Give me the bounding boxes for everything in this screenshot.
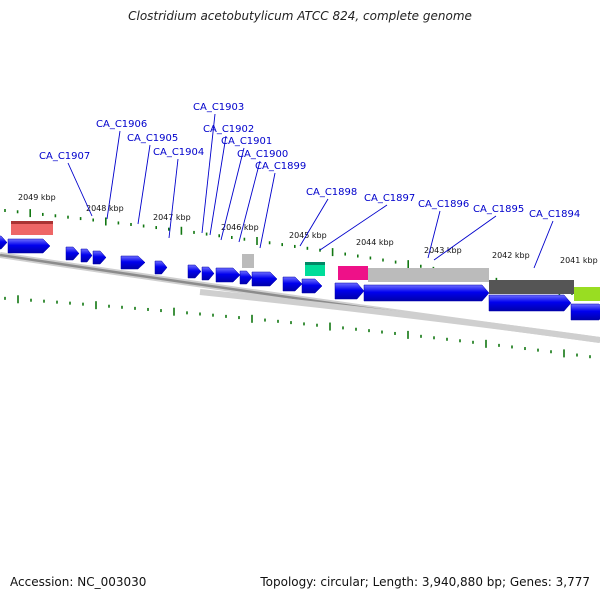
cds-arrow [92,250,107,265]
cds-arrow [570,303,600,321]
gene-label: CA_C1896 [418,199,469,210]
gene-leader-line [427,210,441,259]
cds-arrow [154,260,168,275]
kbp-label: 2047 kbp [153,213,191,222]
gene-leader-line [201,113,216,234]
kbp-label: 2041 kbp [560,256,598,265]
rrna-block-edge [11,221,53,224]
gene-leader-line [259,172,276,249]
gene-label: CA_C1899 [255,161,306,172]
gene-leader-line [137,144,151,225]
cds-arrow [251,271,278,287]
gene-leader-line [106,130,121,220]
gene-label-layer: CA_C1907 CA_C1906 CA_C1905 CA_C1904 CA_C1903… [39,102,580,269]
cds-arrow [488,294,572,312]
gene-label: CA_C1903 [193,102,244,113]
gene-label: CA_C1905 [127,133,178,144]
cds-arrow [201,266,215,281]
cds-arrow [239,270,253,285]
cds-arrow [215,267,241,283]
inner-tick-ring [4,295,591,359]
misc-feature-gray [368,268,489,282]
cds-arrow [334,282,365,300]
gene-label: CA_C1904 [153,147,204,158]
cds-arrow [0,235,8,250]
cds-arrow [187,264,202,279]
trna-block [305,262,325,276]
cds-arrow [282,276,303,292]
gene-label: CA_C1897 [364,193,415,204]
kbp-label: 2044 kbp [356,238,394,247]
kbp-label: 2048 kbp [86,204,124,213]
gene-label: CA_C1894 [529,209,580,220]
gene-leader-line [299,198,329,247]
gene-leader-line [433,215,497,261]
accession-text: Accession: NC_003030 [10,575,147,589]
topology-text: Topology: circular; Length: 3,940,880 bp… [260,575,590,589]
feature-track [0,221,600,321]
cds-arrow [120,255,146,270]
genome-backbone-2 [199,289,600,343]
misc-feature-lime [574,287,600,301]
gene-leader-line [67,162,93,217]
cds-arrow [363,284,490,302]
gene-leader-line [220,147,245,241]
gene-label: CA_C1902 [203,124,254,135]
rrna-block [11,221,53,235]
kbp-label: 2043 kbp [424,246,462,255]
gene-leader-line [533,220,554,269]
kbp-label-layer: 2049 kbp 2048 kbp 2047 kbp 2046 kbp 2045 kbp… [18,193,598,265]
cds-arrow [65,246,80,261]
gene-label: CA_C1907 [39,151,90,162]
kbp-label: 2045 kbp [289,231,327,240]
kbp-label: 2046 kbp [221,223,259,232]
misc-feature-pink [338,266,368,280]
gene-leader-line [238,160,261,243]
cds-arrow [80,248,93,263]
gene-leader-line [168,158,179,239]
gene-label: CA_C1895 [473,204,524,215]
cds-arrow [7,238,51,254]
gene-label: CA_C1898 [306,187,357,198]
gene-label: CA_C1906 [96,119,147,130]
map-title: Clostridium acetobutylicum ATCC 824, com… [128,9,472,23]
gene-leader-line [319,204,388,251]
kbp-label: 2049 kbp [18,193,56,202]
gene-leader-line [209,135,227,236]
misc-feature-dark [489,280,574,294]
cds-arrow [301,278,323,294]
misc-feature-gray [242,254,254,268]
gene-label: CA_C1901 [221,136,272,147]
trna-block-edge [305,262,325,265]
kbp-label: 2042 kbp [492,251,530,260]
gene-label: CA_C1900 [237,149,288,160]
